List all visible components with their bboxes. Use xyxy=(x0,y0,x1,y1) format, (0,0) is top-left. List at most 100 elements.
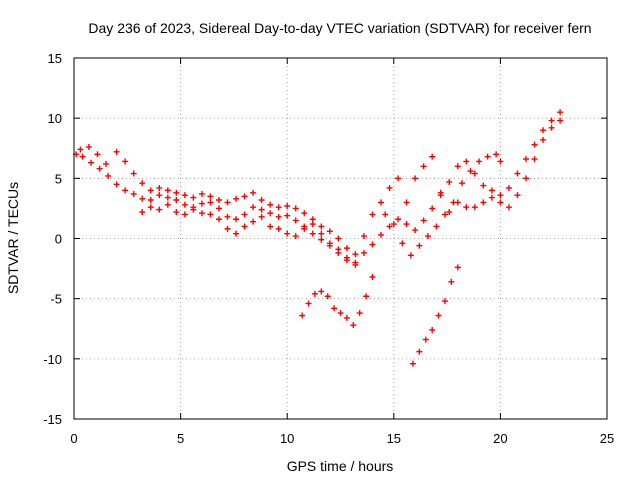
data-point xyxy=(233,216,240,223)
data-point xyxy=(386,223,393,230)
data-point xyxy=(531,141,538,148)
data-point xyxy=(412,227,419,234)
data-point xyxy=(207,211,214,218)
data-point xyxy=(173,209,180,216)
data-point xyxy=(292,205,299,212)
data-point xyxy=(284,230,291,237)
data-point xyxy=(173,196,180,203)
data-point xyxy=(382,211,389,218)
data-point xyxy=(450,199,457,206)
data-point xyxy=(77,146,84,153)
data-point xyxy=(94,151,101,158)
data-point xyxy=(241,223,248,230)
data-point xyxy=(352,251,359,258)
data-point xyxy=(378,231,385,238)
data-point xyxy=(433,223,440,230)
y-tick-label: 15 xyxy=(48,51,62,66)
data-point xyxy=(250,189,257,196)
data-point xyxy=(463,158,470,165)
data-point xyxy=(337,310,344,317)
data-markers xyxy=(73,109,564,367)
data-point xyxy=(292,217,299,224)
data-point xyxy=(335,246,342,253)
y-tick-label: 10 xyxy=(48,111,62,126)
data-point xyxy=(459,180,466,187)
data-point xyxy=(233,195,240,202)
data-point xyxy=(488,187,495,194)
data-point xyxy=(429,205,436,212)
data-point xyxy=(395,175,402,182)
data-point xyxy=(378,199,385,206)
data-point xyxy=(409,360,416,367)
data-point xyxy=(471,204,478,211)
data-point xyxy=(493,151,500,158)
x-tick-labels: 0 5 10 15 20 25 xyxy=(70,431,614,446)
data-point xyxy=(497,192,504,199)
data-point xyxy=(190,206,197,213)
data-point xyxy=(88,159,95,166)
data-point xyxy=(181,201,188,208)
data-point xyxy=(435,312,442,319)
data-point xyxy=(480,182,487,189)
data-point xyxy=(318,223,325,230)
data-point xyxy=(147,196,154,203)
data-point xyxy=(224,213,231,220)
data-point xyxy=(395,216,402,223)
data-point xyxy=(258,206,265,213)
data-point xyxy=(356,310,363,317)
data-point xyxy=(407,252,414,259)
data-point xyxy=(305,300,312,307)
x-tick-label: 25 xyxy=(600,431,614,446)
y-tick-label: 5 xyxy=(55,171,62,186)
data-point xyxy=(488,194,495,201)
data-point xyxy=(215,205,222,212)
data-point xyxy=(275,213,282,220)
data-point xyxy=(386,184,393,191)
data-point xyxy=(130,190,137,197)
data-point xyxy=(284,212,291,219)
tick-marks xyxy=(73,57,608,420)
data-point xyxy=(85,144,92,151)
data-point xyxy=(102,160,109,167)
data-point xyxy=(292,233,299,240)
data-point xyxy=(139,195,146,202)
data-point xyxy=(139,209,146,216)
data-point xyxy=(96,165,103,172)
data-point xyxy=(448,278,455,285)
data-point xyxy=(548,117,555,124)
data-point xyxy=(454,264,461,271)
data-point xyxy=(164,194,171,201)
data-point xyxy=(241,211,248,218)
data-point xyxy=(147,204,154,211)
data-point xyxy=(326,240,333,247)
y-tick-label: -15 xyxy=(43,412,62,427)
data-point xyxy=(467,168,474,175)
data-point xyxy=(122,187,129,194)
data-point xyxy=(531,156,538,163)
data-point xyxy=(416,348,423,355)
data-point xyxy=(156,206,163,213)
x-tick-label: 0 xyxy=(70,431,77,446)
x-tick-label: 15 xyxy=(387,431,401,446)
data-point xyxy=(429,326,436,333)
data-point xyxy=(497,158,504,165)
data-point xyxy=(299,312,306,319)
data-point xyxy=(284,203,291,210)
grid-lines xyxy=(74,58,607,419)
data-point xyxy=(497,199,504,206)
data-point xyxy=(369,241,376,248)
y-tick-label: 0 xyxy=(55,232,62,247)
y-tick-labels: -15 -10 -5 0 5 10 15 xyxy=(43,51,62,427)
data-point xyxy=(198,210,205,217)
data-point xyxy=(360,249,367,256)
data-point xyxy=(363,293,370,300)
x-tick-label: 5 xyxy=(177,431,184,446)
data-point xyxy=(164,187,171,194)
data-point xyxy=(441,211,448,218)
data-point xyxy=(335,235,342,242)
y-axis-label: SDTVAR / TECUs xyxy=(5,182,21,294)
data-point xyxy=(318,230,325,237)
data-point xyxy=(390,221,397,228)
data-point xyxy=(207,193,214,200)
data-point xyxy=(267,201,274,208)
